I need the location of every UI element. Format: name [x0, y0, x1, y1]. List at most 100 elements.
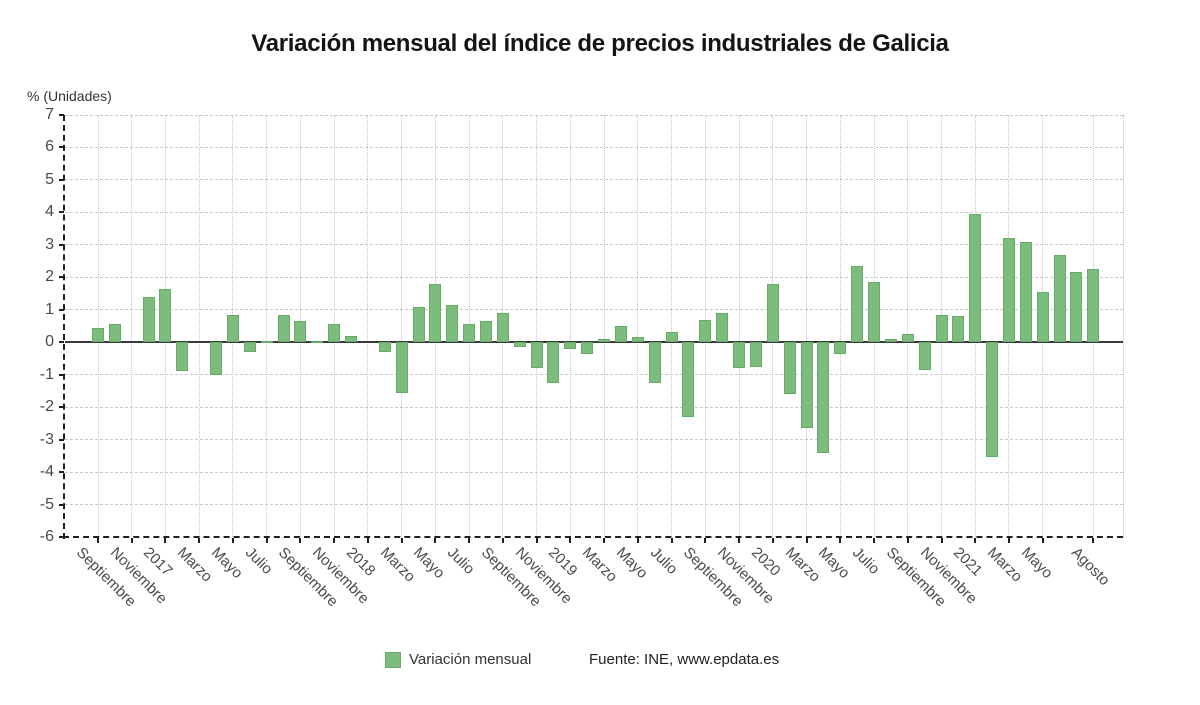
legend-swatch: [385, 651, 401, 668]
bar[interactable]: [783, 342, 796, 395]
bar[interactable]: [682, 342, 695, 417]
bar[interactable]: [800, 342, 813, 429]
x-gridline: [569, 115, 571, 537]
bar[interactable]: [952, 316, 965, 343]
bar[interactable]: [513, 342, 526, 348]
x-gridline: [131, 115, 133, 537]
bar[interactable]: [749, 342, 762, 367]
bar[interactable]: [918, 342, 931, 370]
bar[interactable]: [699, 319, 712, 343]
x-gridline: [907, 115, 909, 537]
x-gridline: [97, 115, 99, 537]
y-gridline: [65, 179, 1123, 181]
y-axis-tick: [59, 308, 64, 311]
y-tick-label: 1: [45, 300, 54, 318]
bar[interactable]: [446, 304, 459, 343]
y-tick-label: 0: [45, 333, 54, 351]
bar[interactable]: [243, 342, 256, 352]
bar[interactable]: [1053, 254, 1066, 343]
bar[interactable]: [108, 324, 121, 343]
bar[interactable]: [226, 314, 239, 343]
bar[interactable]: [581, 342, 594, 354]
x-axis-tick: [501, 538, 504, 543]
bar[interactable]: [884, 338, 897, 343]
y-gridline: [65, 309, 1123, 311]
x-axis-line: [63, 536, 1123, 538]
y-axis-tick: [59, 503, 64, 506]
x-axis-tick: [400, 538, 403, 543]
x-tick-label: Mayo: [815, 544, 854, 582]
bar[interactable]: [1070, 272, 1083, 343]
bar[interactable]: [834, 342, 847, 354]
bar[interactable]: [851, 265, 864, 343]
y-tick-label: -3: [39, 430, 54, 448]
y-axis-tick: [59, 406, 64, 409]
x-axis-tick: [366, 538, 369, 543]
bar[interactable]: [159, 288, 172, 343]
bar[interactable]: [733, 342, 746, 369]
bar[interactable]: [648, 342, 661, 383]
bar[interactable]: [311, 340, 324, 343]
bar[interactable]: [496, 313, 509, 343]
y-gridline: [65, 276, 1123, 278]
y-axis-line: [63, 115, 65, 539]
x-tick-label: Mayo: [207, 544, 246, 582]
bar[interactable]: [480, 321, 492, 343]
bar[interactable]: [935, 314, 948, 343]
bar[interactable]: [969, 214, 982, 343]
bar[interactable]: [564, 342, 577, 349]
bar[interactable]: [1002, 238, 1015, 343]
legend-item[interactable]: Variación mensual: [385, 651, 531, 668]
bar[interactable]: [631, 337, 644, 343]
x-axis-tick: [906, 538, 909, 543]
x-axis-tick: [670, 538, 673, 543]
y-axis-tick: [59, 114, 64, 116]
y-tick-label: 6: [45, 138, 54, 156]
bar[interactable]: [817, 342, 830, 453]
bar[interactable]: [530, 342, 543, 369]
bar[interactable]: [598, 338, 611, 343]
bar[interactable]: [1087, 269, 1100, 343]
y-axis-tick: [59, 146, 64, 149]
bar[interactable]: [345, 335, 358, 343]
bar[interactable]: [766, 283, 779, 343]
bar[interactable]: [665, 332, 678, 343]
x-axis-tick: [873, 538, 876, 543]
x-gridline: [401, 115, 403, 537]
x-axis-tick: [839, 538, 842, 543]
y-axis-tick: [59, 178, 64, 181]
bar[interactable]: [614, 326, 627, 343]
bar[interactable]: [260, 340, 273, 343]
bar[interactable]: [142, 296, 155, 343]
bar[interactable]: [395, 342, 408, 393]
bar[interactable]: [868, 282, 881, 343]
x-tick-label: Marzo: [174, 544, 216, 586]
bar[interactable]: [1019, 241, 1032, 343]
x-axis-tick: [805, 538, 808, 543]
zero-baseline: [65, 341, 1123, 344]
bar[interactable]: [901, 334, 914, 343]
x-gridline: [738, 115, 740, 537]
bar[interactable]: [716, 313, 729, 343]
x-gridline: [536, 115, 538, 537]
bar[interactable]: [328, 324, 341, 343]
bar[interactable]: [378, 342, 391, 352]
bar[interactable]: [210, 342, 223, 375]
x-gridline: [266, 115, 268, 537]
bar[interactable]: [986, 342, 999, 458]
bar[interactable]: [294, 321, 307, 343]
x-tick-label: Julio: [241, 544, 276, 578]
y-gridline: [65, 244, 1123, 246]
bar[interactable]: [176, 342, 189, 372]
bar[interactable]: [547, 342, 560, 383]
bar[interactable]: [429, 283, 442, 343]
bar[interactable]: [1036, 291, 1049, 343]
bar[interactable]: [92, 327, 104, 343]
bar[interactable]: [277, 314, 290, 343]
bar[interactable]: [412, 306, 425, 343]
x-tick-label: Julio: [646, 544, 681, 578]
x-gridline: [839, 115, 841, 537]
x-tick-label: Julio: [848, 544, 883, 578]
x-axis-tick: [468, 538, 471, 543]
bar[interactable]: [463, 324, 476, 343]
